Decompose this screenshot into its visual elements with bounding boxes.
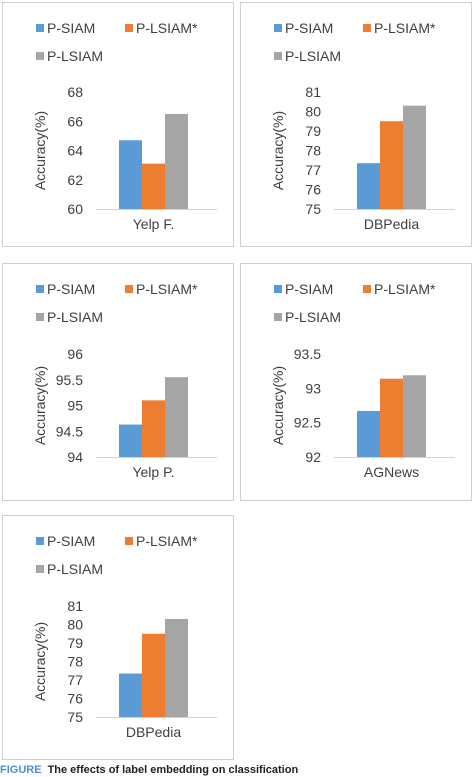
legend-swatch (36, 313, 44, 321)
legend-label: P-SIAM (47, 281, 95, 297)
chart-panel-5: P-SIAM P-LSIAM* P-LSIAM Accuracy(%) 75 76 77 78… (2, 515, 234, 760)
bar-p-lsiam-star (380, 121, 403, 209)
chart-svg: P-SIAM P-LSIAM* P-LSIAM Accuracy(%) 75 76 77 78… (270, 20, 455, 232)
legend-label: P-LSIAM* (374, 20, 436, 36)
legend-label: P-SIAM (285, 281, 333, 297)
legend-label: P-LSIAM (47, 561, 103, 577)
chart-svg: P-SIAM P-LSIAM* P-LSIAM Accuracy(%) 92 92.5 93… (270, 281, 455, 480)
y-tick-label: 75 (67, 709, 83, 725)
y-axis-title: Accuracy(%) (32, 111, 48, 190)
chart-panel-1: P-SIAM P-LSIAM* P-LSIAM Accuracy(%) 60 62 64 66… (2, 2, 234, 247)
bar-p-lsiam (165, 113, 188, 209)
bar-p-lsiam-star (142, 400, 165, 457)
bar-p-siam (119, 673, 142, 717)
chart-panel-4: P-SIAM P-LSIAM* P-LSIAM Accuracy(%) 92 92.5 93… (240, 263, 472, 501)
x-category-label: Yelp P. (132, 464, 174, 480)
y-tick-label: 95 (67, 398, 83, 414)
y-tick-label: 79 (305, 123, 321, 139)
figure-caption: FIGURE The effects of label embedding on … (0, 764, 474, 777)
y-tick-label: 94.5 (56, 423, 83, 439)
bar-p-siam (357, 163, 380, 209)
legend-label: P-LSIAM* (136, 20, 198, 36)
y-tick-label: 96 (67, 346, 83, 362)
legend-swatch (274, 52, 282, 60)
legend-label: P-LSIAM (47, 48, 103, 64)
y-axis-title: Accuracy(%) (270, 111, 286, 190)
bar-p-lsiam (403, 375, 426, 457)
x-category-label: DBPedia (126, 724, 181, 740)
y-tick-label: 92.5 (294, 415, 321, 431)
legend-swatch (36, 565, 44, 573)
legend-swatch (125, 285, 133, 293)
legend-label: P-LSIAM* (136, 281, 198, 297)
legend-swatch (363, 285, 371, 293)
figure-caption-tag: FIGURE (0, 764, 42, 776)
legend-label: P-SIAM (47, 20, 95, 36)
legend-label: P-LSIAM (47, 309, 103, 325)
bar-p-siam (357, 410, 380, 457)
y-tick-label: 81 (305, 84, 321, 100)
y-axis-title: Accuracy(%) (270, 366, 286, 445)
legend-swatch (36, 285, 44, 293)
y-tick-label: 62 (67, 172, 83, 188)
legend-swatch (274, 285, 282, 293)
y-axis-title: Accuracy(%) (32, 622, 48, 701)
chart-panel-3: P-SIAM P-LSIAM* P-LSIAM Accuracy(%) 94 94.5 95… (2, 263, 234, 501)
y-tick-label: 68 (67, 84, 83, 100)
bar-p-lsiam (403, 105, 426, 209)
y-tick-label: 76 (67, 691, 83, 707)
y-tick-label: 93 (305, 380, 321, 396)
y-tick-label: 78 (67, 654, 83, 670)
y-tick-label: 94 (67, 449, 83, 465)
y-tick-label: 76 (305, 182, 321, 198)
y-tick-label: 79 (67, 635, 83, 651)
y-tick-label: 80 (67, 617, 83, 633)
chart-svg: P-SIAM P-LSIAM* P-LSIAM Accuracy(%) 75 76 77 78… (32, 533, 217, 740)
y-tick-label: 92 (305, 449, 321, 465)
legend-swatch (125, 24, 133, 32)
x-category-label: DBPedia (364, 216, 419, 232)
y-tick-label: 75 (305, 201, 321, 217)
legend-swatch (36, 52, 44, 60)
legend-label: P-LSIAM* (374, 281, 436, 297)
legend-swatch (274, 24, 282, 32)
bar-p-lsiam-star (142, 633, 165, 717)
y-tick-label: 78 (305, 143, 321, 159)
bar-p-lsiam-star (380, 378, 403, 457)
chart-svg: P-SIAM P-LSIAM* P-LSIAM Accuracy(%) 60 62 64 66… (32, 20, 217, 232)
y-tick-label: 64 (67, 143, 83, 159)
y-axis-title: Accuracy(%) (32, 366, 48, 445)
legend-label: P-SIAM (47, 533, 95, 549)
legend-swatch (274, 313, 282, 321)
bar-p-siam (119, 140, 142, 209)
x-category-label: AGNews (364, 464, 419, 480)
y-tick-label: 66 (67, 113, 83, 129)
legend-label: P-SIAM (285, 20, 333, 36)
y-tick-label: 95.5 (56, 372, 83, 388)
bar-p-lsiam (165, 377, 188, 457)
legend-swatch (125, 537, 133, 545)
y-tick-label: 81 (67, 598, 83, 614)
legend-label: P-LSIAM (285, 309, 341, 325)
y-tick-label: 80 (305, 104, 321, 120)
y-tick-label: 60 (67, 201, 83, 217)
legend-swatch (36, 24, 44, 32)
chart-svg: P-SIAM P-LSIAM* P-LSIAM Accuracy(%) 94 94.5 95… (32, 281, 217, 480)
legend-label: P-LSIAM* (136, 533, 198, 549)
legend-swatch (363, 24, 371, 32)
bar-p-lsiam-star (142, 163, 165, 209)
x-category-label: Yelp F. (133, 216, 175, 232)
bar-p-siam (119, 424, 142, 457)
figure-caption-text: The effects of label embedding on classi… (47, 764, 299, 776)
y-tick-label: 77 (67, 672, 83, 688)
bar-p-lsiam (165, 618, 188, 717)
legend-label: P-LSIAM (285, 48, 341, 64)
y-tick-label: 93.5 (294, 346, 321, 362)
chart-panel-2: P-SIAM P-LSIAM* P-LSIAM Accuracy(%) 75 76 77 78… (240, 2, 472, 247)
legend-swatch (36, 537, 44, 545)
y-tick-label: 77 (305, 162, 321, 178)
